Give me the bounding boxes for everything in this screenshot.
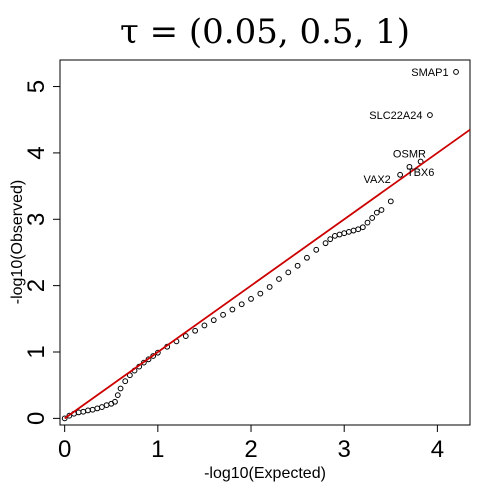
y-axis: 0 1 2 3 4 5	[23, 80, 61, 425]
data-point	[313, 246, 320, 253]
data-points	[61, 69, 459, 422]
data-point	[238, 301, 245, 308]
data-point	[80, 408, 87, 415]
x-axis: 0 1 2 3 4	[58, 424, 444, 463]
data-point	[112, 398, 118, 405]
data-point	[257, 290, 264, 297]
data-point	[322, 240, 329, 247]
data-point	[345, 228, 352, 235]
annotation-label: TBX6	[407, 167, 435, 179]
data-point	[85, 407, 91, 414]
y-tick-label: 2	[23, 279, 50, 292]
data-point	[103, 402, 110, 408]
x-axis-label: -log10(Expected)	[204, 465, 326, 482]
annotation-label: OSMR	[393, 149, 426, 161]
data-point	[210, 317, 217, 324]
data-point	[341, 230, 348, 237]
y-tick-label: 0	[23, 412, 50, 425]
data-point	[406, 163, 413, 170]
y-tick-label: 3	[23, 213, 50, 226]
data-point	[61, 415, 68, 422]
data-point	[364, 219, 371, 226]
data-point	[201, 322, 208, 329]
x-tick-label: 2	[244, 436, 257, 463]
data-point	[373, 209, 380, 216]
gene-annotations: SMAP1 SLC22A24 OSMR TBX6 VAX2	[363, 67, 448, 186]
chart-title: τ = (0.05, 0.5, 1)	[120, 12, 410, 52]
x-tick-label: 3	[338, 436, 351, 463]
data-point	[229, 306, 236, 313]
data-point	[359, 224, 366, 231]
data-point	[355, 226, 362, 233]
data-point	[99, 404, 105, 410]
y-axis-label: -log10(Observed)	[9, 180, 26, 305]
data-point	[117, 385, 124, 392]
y-tick-label: 5	[23, 80, 50, 93]
data-point	[378, 207, 385, 213]
data-point	[350, 227, 357, 234]
data-point	[331, 232, 338, 239]
data-point	[397, 171, 404, 178]
data-point	[304, 254, 310, 261]
data-point	[285, 269, 292, 276]
x-tick-label: 1	[151, 436, 164, 463]
data-point	[89, 406, 96, 413]
data-point	[369, 215, 376, 221]
data-point	[220, 311, 226, 318]
data-point	[122, 378, 129, 385]
data-point	[453, 69, 459, 75]
annotation-label: SLC22A24	[369, 110, 422, 122]
data-point	[427, 112, 433, 118]
data-point	[276, 276, 282, 282]
data-point	[327, 236, 334, 243]
data-point	[387, 198, 394, 205]
data-point	[336, 231, 343, 238]
data-point	[94, 405, 101, 412]
x-tick-label: 0	[58, 436, 71, 463]
reference-line	[64, 128, 471, 420]
data-point	[182, 333, 189, 339]
data-point	[192, 327, 199, 334]
annotation-label: SMAP1	[411, 67, 448, 79]
annotation-label: VAX2	[363, 174, 390, 186]
y-tick-label: 1	[23, 345, 50, 358]
x-tick-label: 4	[431, 436, 444, 463]
data-point	[114, 392, 121, 399]
y-tick-label: 4	[23, 146, 50, 159]
data-point	[294, 262, 301, 269]
data-point	[248, 296, 254, 302]
data-point	[75, 409, 82, 416]
data-point	[266, 284, 273, 290]
